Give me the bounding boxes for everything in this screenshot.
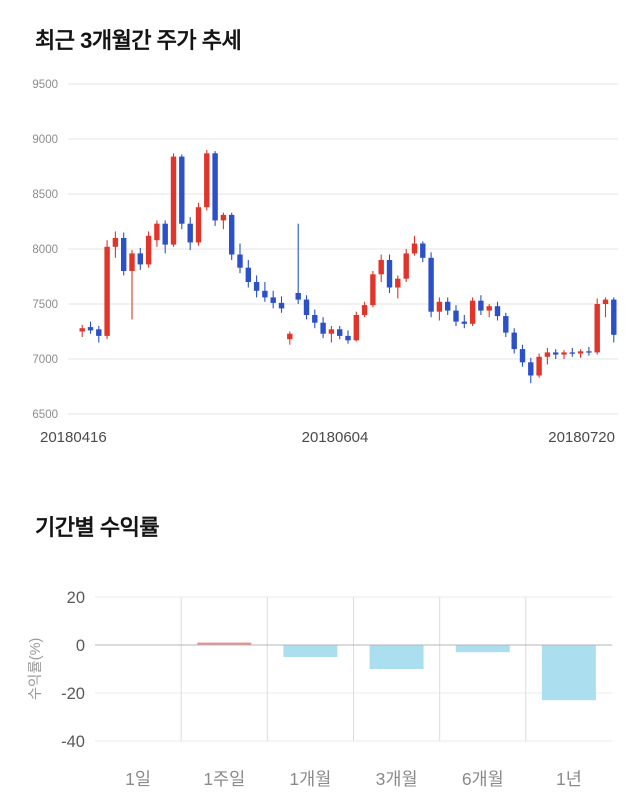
svg-text:20180720: 20180720 — [548, 429, 615, 446]
svg-text:8000: 8000 — [32, 244, 58, 256]
svg-text:9500: 9500 — [32, 79, 58, 91]
svg-text:1년: 1년 — [556, 769, 582, 789]
price-trend-section: 최근 3개월간 주가 추세 9500 9000 8500 8000 7500 7000 65… — [0, 28, 640, 453]
svg-text:6개월: 6개월 — [462, 769, 504, 789]
price-trend-title: 최근 3개월간 주가 추세 — [35, 28, 242, 53]
svg-text:-40: -40 — [61, 733, 85, 751]
returns-title: 기간별 수익률 — [35, 515, 160, 540]
svg-text:7500: 7500 — [32, 299, 58, 311]
svg-text:3개월: 3개월 — [376, 769, 418, 789]
svg-text:6500: 6500 — [32, 409, 58, 421]
svg-text:9000: 9000 — [32, 134, 58, 146]
period-returns-bar-chart: 20 0 -20 -40 1일 1주일 1개월 3개월 6개월 1년 수익률(%) — [27, 589, 612, 789]
svg-text:20180416: 20180416 — [40, 429, 107, 446]
svg-text:8500: 8500 — [32, 189, 58, 201]
svg-text:20180604: 20180604 — [302, 429, 369, 446]
svg-text:-20: -20 — [61, 685, 85, 703]
svg-text:수익률(%): 수익률(%) — [27, 638, 44, 701]
returns-section: 기간별 수익률 20 0 -20 -40 1일 1주일 1개월 3개월 6개월 1년 수익률(%) — [0, 515, 640, 810]
svg-text:1일: 1일 — [125, 769, 151, 789]
svg-text:20: 20 — [67, 589, 85, 607]
svg-text:0: 0 — [76, 637, 85, 655]
svg-text:7000: 7000 — [32, 354, 58, 366]
price-candlestick-chart: 9500 9000 8500 8000 7500 7000 6500 20180416 2018… — [32, 79, 618, 446]
svg-text:1주일: 1주일 — [203, 769, 245, 789]
svg-text:1개월: 1개월 — [289, 769, 331, 789]
